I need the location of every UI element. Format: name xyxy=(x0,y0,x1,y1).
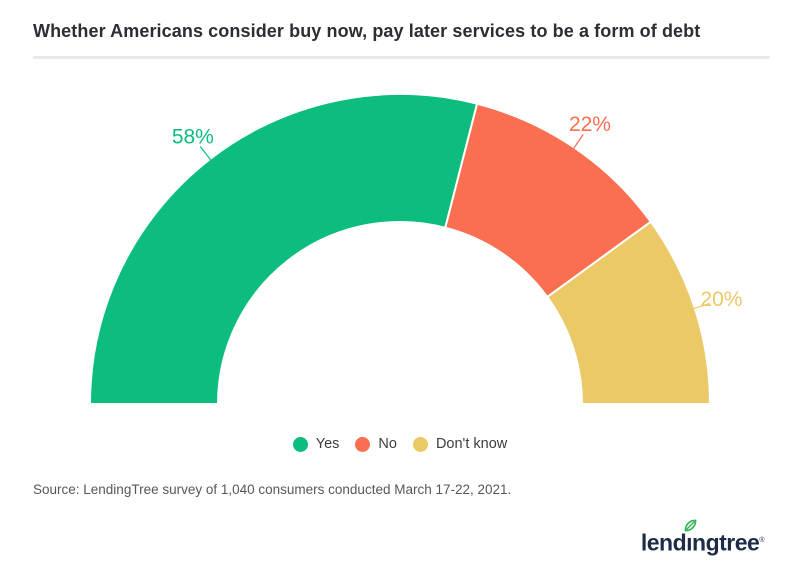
leaf-icon xyxy=(684,519,697,532)
value-label-yes: 58% xyxy=(172,125,214,148)
legend-dot-yes xyxy=(292,436,308,452)
segment-don-t-know xyxy=(545,220,712,405)
legend-label-no: No xyxy=(378,436,397,452)
half-donut-chart: 58% 22% 20% xyxy=(88,93,742,405)
registered-trademark-mark: ® xyxy=(759,537,764,544)
source-note: Source: LendingTree survey of 1,040 cons… xyxy=(33,482,512,497)
label-leader-line-yes xyxy=(199,146,217,168)
legend-label-yes: Yes xyxy=(315,436,340,452)
logo-text-after-leaf: ngtree xyxy=(692,529,760,556)
legend-item-yes: Yes xyxy=(292,436,340,452)
value-label-don-t-know: 20% xyxy=(700,288,742,311)
value-label-no: 22% xyxy=(569,113,611,136)
logo-text-before-leaf: lend xyxy=(640,529,687,556)
legend-dot-don-t-know xyxy=(412,436,428,452)
label-leader-line-don-t-know xyxy=(685,302,711,312)
lendingtree-logo: lendıngtree® xyxy=(640,519,764,556)
title-divider xyxy=(33,56,770,59)
label-leader-line-no xyxy=(568,134,584,157)
segment-yes xyxy=(88,93,479,405)
legend-label-don-t-know: Don't know xyxy=(435,436,508,452)
legend-dot-no xyxy=(355,436,371,452)
legend-item-no: No xyxy=(355,436,397,452)
chart-title: Whether Americans consider buy now, pay … xyxy=(33,21,701,41)
logo-dotless-i: ı xyxy=(686,529,693,556)
chart-legend: Yes No Don't know xyxy=(0,436,800,452)
logo-wordmark: lendıngtree® xyxy=(640,519,764,556)
legend-item-don-t-know: Don't know xyxy=(412,436,508,452)
